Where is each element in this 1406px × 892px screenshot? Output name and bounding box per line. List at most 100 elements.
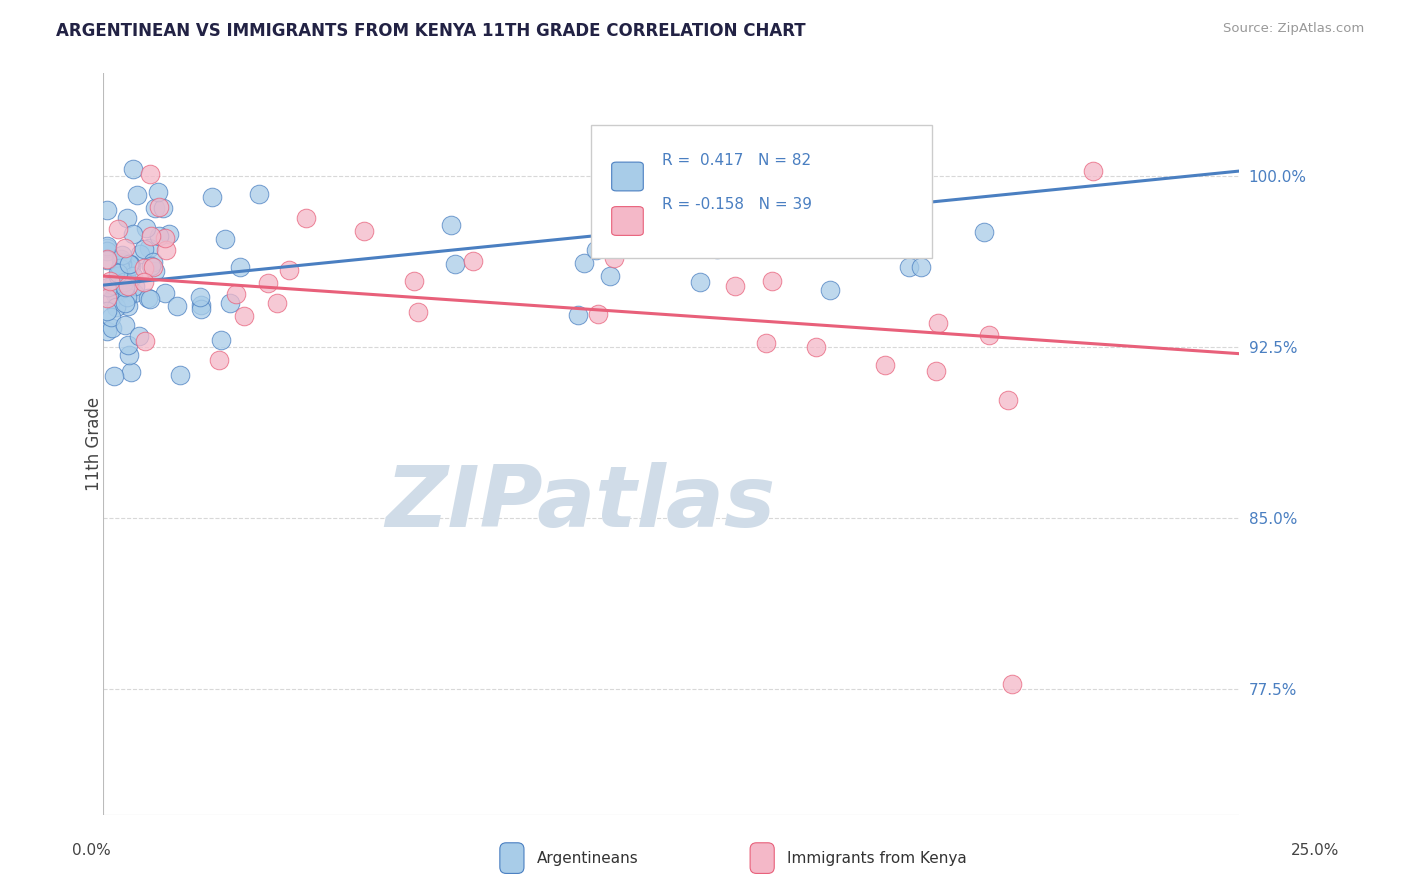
Point	[135, 220, 157, 235]
Point	[110, 248, 132, 262]
Point	[188, 290, 211, 304]
FancyBboxPatch shape	[592, 125, 932, 259]
Point	[247, 187, 270, 202]
Point	[724, 278, 747, 293]
Point	[110, 261, 132, 276]
Point	[266, 296, 288, 310]
Point	[897, 260, 920, 274]
Point	[101, 292, 124, 306]
Point	[107, 222, 129, 236]
Point	[117, 290, 139, 304]
Point	[875, 358, 897, 372]
Point	[214, 232, 236, 246]
Point	[138, 292, 160, 306]
Point	[103, 369, 125, 384]
Point	[117, 211, 139, 225]
Point	[118, 348, 141, 362]
Point	[567, 308, 589, 322]
Point	[146, 185, 169, 199]
Point	[1083, 164, 1105, 178]
Point	[977, 328, 1000, 343]
Point	[127, 188, 149, 202]
Point	[112, 275, 135, 289]
Point	[114, 318, 136, 333]
Point	[120, 365, 142, 379]
Point	[120, 259, 142, 273]
Point	[599, 268, 621, 283]
Text: Immigrants from Kenya: Immigrants from Kenya	[787, 851, 967, 865]
Point	[910, 260, 932, 274]
Point	[107, 268, 129, 283]
FancyBboxPatch shape	[612, 162, 644, 191]
Point	[129, 247, 152, 261]
Point	[110, 252, 132, 266]
Point	[142, 255, 165, 269]
Point	[225, 286, 247, 301]
Point	[114, 295, 136, 310]
Text: Argentineans: Argentineans	[537, 851, 638, 865]
Text: R = -0.158   N = 39: R = -0.158 N = 39	[662, 197, 811, 212]
Point	[132, 242, 155, 256]
Text: ZIPatlas: ZIPatlas	[385, 461, 775, 545]
Point	[96, 244, 118, 259]
Point	[585, 243, 607, 257]
Text: R =  0.417   N = 82: R = 0.417 N = 82	[662, 153, 811, 168]
Point	[122, 268, 145, 283]
Point	[96, 241, 118, 255]
Point	[138, 241, 160, 255]
Point	[118, 257, 141, 271]
Point	[190, 298, 212, 312]
Point	[209, 334, 232, 348]
Point	[219, 296, 242, 310]
Point	[107, 266, 129, 280]
Point	[440, 219, 463, 233]
Point	[122, 161, 145, 176]
Point	[122, 285, 145, 300]
Text: Source: ZipAtlas.com: Source: ZipAtlas.com	[1223, 22, 1364, 36]
Point	[148, 200, 170, 214]
Point	[139, 167, 162, 181]
Point	[256, 277, 278, 291]
Point	[117, 337, 139, 351]
Point	[105, 286, 128, 301]
Point	[689, 275, 711, 289]
Point	[114, 280, 136, 294]
Point	[96, 202, 118, 217]
FancyBboxPatch shape	[612, 207, 644, 235]
Point	[97, 280, 120, 294]
Point	[114, 241, 136, 255]
Point	[96, 291, 118, 305]
Point	[755, 335, 778, 350]
Text: ARGENTINEAN VS IMMIGRANTS FROM KENYA 11TH GRADE CORRELATION CHART: ARGENTINEAN VS IMMIGRANTS FROM KENYA 11T…	[56, 22, 806, 40]
Point	[96, 238, 118, 252]
Point	[104, 286, 127, 301]
Point	[818, 283, 841, 297]
Point	[111, 257, 134, 271]
Point	[96, 253, 118, 268]
Point	[406, 305, 429, 319]
Point	[572, 256, 595, 270]
Point	[229, 260, 252, 274]
Point	[1001, 677, 1024, 691]
Point	[463, 254, 485, 268]
Point	[353, 223, 375, 237]
Point	[124, 278, 146, 293]
Point	[96, 324, 118, 338]
Point	[706, 243, 728, 257]
Point	[134, 334, 156, 348]
Point	[142, 260, 165, 275]
Point	[925, 364, 948, 378]
Point	[143, 201, 166, 215]
Point	[444, 256, 467, 270]
Point	[132, 275, 155, 289]
Point	[141, 229, 163, 244]
Point	[98, 274, 121, 288]
Point	[122, 227, 145, 241]
Point	[295, 211, 318, 226]
Point	[157, 227, 180, 241]
Point	[148, 228, 170, 243]
Point	[153, 231, 176, 245]
Text: 25.0%: 25.0%	[1291, 843, 1339, 858]
Point	[166, 299, 188, 313]
Point	[208, 353, 231, 368]
